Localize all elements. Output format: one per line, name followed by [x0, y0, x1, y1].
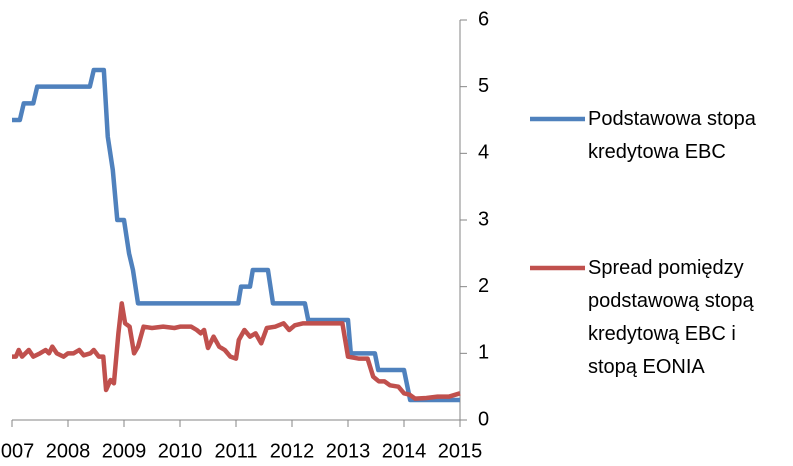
x-tick-label: 2008	[46, 440, 91, 462]
x-tick-label: 2007	[0, 440, 34, 462]
x-tick-label: 2013	[326, 440, 371, 462]
y-tick-label: 0	[478, 408, 489, 430]
y-tick-label: 1	[478, 342, 489, 364]
x-tick-label: 2009	[102, 440, 147, 462]
x-tick-label: 2012	[270, 440, 315, 462]
series-line	[12, 67, 460, 403]
y-tick-label: 2	[478, 275, 489, 297]
x-tick-label: 2014	[382, 440, 427, 462]
x-tick-label: 2010	[158, 440, 203, 462]
legend-label: Podstawowa stopa kredytowa EBC	[588, 108, 756, 163]
y-tick-label: 5	[478, 75, 489, 97]
legend-label: Spread pomiędzy podstawową stopą kredyto…	[588, 257, 754, 378]
y-tick-label: 3	[478, 208, 489, 230]
x-tick-label: 2015	[438, 440, 483, 462]
y-tick-label: 4	[478, 142, 489, 164]
y-tick-label: 6	[478, 8, 489, 30]
series-line	[12, 301, 461, 401]
x-tick-label: 2011	[214, 440, 257, 462]
